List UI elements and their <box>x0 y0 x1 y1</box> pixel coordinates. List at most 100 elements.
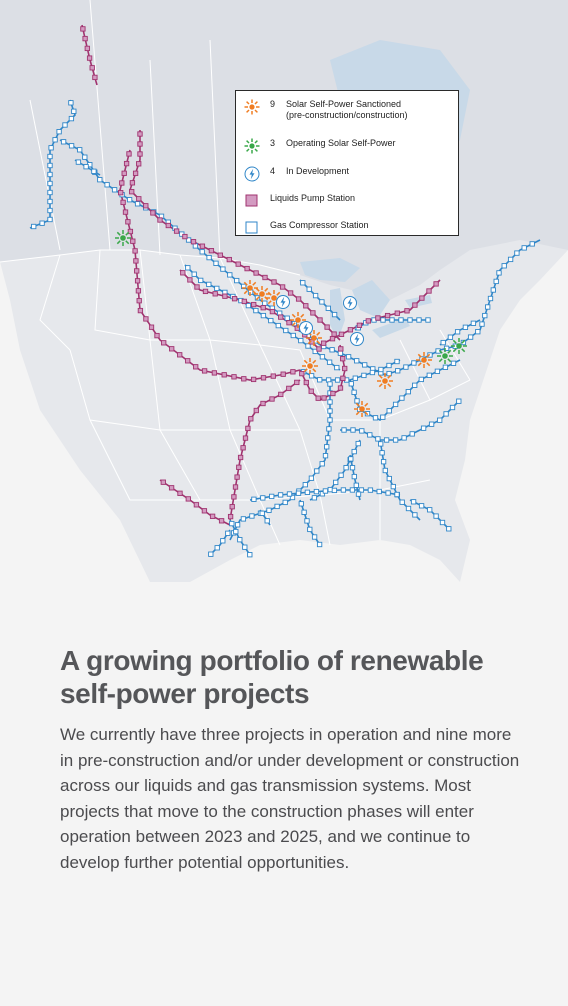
gas-compressor-station <box>214 545 220 551</box>
legend-item-development: 4 In Development <box>244 166 349 182</box>
gas-compressor-station <box>220 538 226 544</box>
gas-compressor-station <box>386 475 392 482</box>
gas-compressor-station <box>394 358 400 365</box>
gas-compressor-station <box>311 534 318 540</box>
gas-compressor-station <box>317 377 323 383</box>
gas-compressor-station <box>225 530 231 536</box>
liquids-pump-station <box>321 395 327 401</box>
liquids-pump-station <box>269 396 275 402</box>
gas-compressor-station <box>501 263 507 269</box>
gas-compressor-station <box>268 317 274 324</box>
liquids-pump-station <box>86 55 93 61</box>
gas-compressor-station <box>134 201 141 207</box>
gas-compressor-station <box>439 519 446 526</box>
gas-compressor-station <box>326 426 332 432</box>
gas-compressor-station <box>316 541 323 548</box>
green-sun-icon <box>244 138 260 154</box>
gas-compressor-station <box>56 129 62 135</box>
gas-compressor-station <box>345 354 352 360</box>
headline: A growing portfolio of renewable self-po… <box>60 644 520 710</box>
liquids-pump-station <box>134 268 140 274</box>
gas-compressor-station <box>47 198 53 205</box>
liquids-pump-station <box>308 388 314 394</box>
gas-compressor-station <box>428 421 435 427</box>
solar-sanctioned-marker <box>290 312 306 328</box>
solar-operating-marker <box>451 338 467 354</box>
liquids-pump-station <box>137 151 143 157</box>
gas-compressor-station <box>47 162 53 169</box>
legend-count: 4 <box>270 166 276 176</box>
gas-compressor-station <box>378 441 384 447</box>
liquids-pump-station <box>137 307 144 314</box>
liquids-pump-station <box>134 278 141 284</box>
liquids-pump-station <box>129 189 135 195</box>
gas-compressor-station <box>351 473 357 480</box>
liquids-pump-station <box>278 314 284 320</box>
gas-compressor-station <box>282 499 288 506</box>
liquids-pump-station <box>290 369 296 375</box>
liquids-pump-station <box>126 151 132 157</box>
liquids-pump-station <box>426 288 432 294</box>
gas-compressor-station <box>389 317 395 323</box>
liquids-pump-station <box>150 210 156 216</box>
liquids-pump-station <box>231 494 237 500</box>
gas-compressor-station <box>325 435 331 441</box>
liquids-pump-station <box>245 425 251 432</box>
gas-compressor-station <box>284 315 290 321</box>
liquids-pump-station <box>340 375 346 381</box>
gas-compressor-station <box>308 475 315 481</box>
gas-compressor-station <box>327 399 333 405</box>
liquids-pump-station <box>130 238 136 244</box>
gas-compressor-station <box>260 312 267 319</box>
gas-compressor-station <box>442 364 449 370</box>
gas-compressor-station <box>467 334 474 340</box>
gas-compressor-station <box>47 180 53 187</box>
gas-compressor-station <box>403 364 409 370</box>
gas-compressor-station <box>126 197 133 203</box>
gas-compressor-station <box>312 292 319 299</box>
gas-compressor-station <box>348 381 354 387</box>
liquids-pump-station <box>136 161 142 167</box>
gas-compressor-station <box>369 369 376 376</box>
solar-sanctioned-marker <box>354 401 370 417</box>
solar-sanctioned-marker <box>242 280 258 296</box>
gas-compressor-station <box>392 401 399 408</box>
gas-compressor-station <box>290 332 296 339</box>
gas-compressor-station <box>83 164 89 170</box>
gas-compressor-station <box>77 147 83 153</box>
liquids-pump-station <box>303 379 309 386</box>
liquids-pump-station <box>340 356 346 362</box>
gas-compressor-station <box>407 317 413 323</box>
liquids-pump-station <box>330 390 336 397</box>
liquids-pump-station <box>315 395 321 401</box>
liquids-pump-station <box>160 479 166 485</box>
gas-compressor-station <box>382 467 388 474</box>
gas-compressor-station <box>392 437 399 443</box>
gas-compressor-station <box>298 337 304 344</box>
liquids-pump-station <box>136 298 142 304</box>
gas-compressor-station <box>361 372 367 379</box>
gas-compressor-station <box>259 510 265 516</box>
gas-compressor-station <box>434 368 441 374</box>
gas-compressor-station <box>104 182 110 188</box>
liquids-pump-station <box>154 332 160 339</box>
liquids-pump-station <box>222 293 228 299</box>
liquids-pump-station <box>278 391 284 398</box>
gas-compressor-station <box>329 347 335 353</box>
gas-compressor-station <box>220 266 226 272</box>
gas-compressor-station <box>490 287 496 293</box>
liquids-pump-station <box>331 331 337 337</box>
gas-compressor-station <box>411 360 417 366</box>
liquids-pump-station <box>347 327 354 333</box>
gas-compressor-station <box>399 499 405 505</box>
gas-compressor-station <box>47 153 53 160</box>
liquids-pump-station <box>324 324 330 330</box>
liquids-pump-station <box>269 308 276 315</box>
gas-compressor-station <box>440 339 446 346</box>
gas-compressor-station <box>68 143 75 149</box>
liquids-pump-station <box>286 320 292 326</box>
gas-compressor-station <box>253 307 259 314</box>
legend-item-gas: Gas Compressor Station <box>244 220 369 236</box>
legend-label: Operating Solar Self-Power <box>286 138 396 148</box>
gas-compressor-station <box>378 366 384 373</box>
